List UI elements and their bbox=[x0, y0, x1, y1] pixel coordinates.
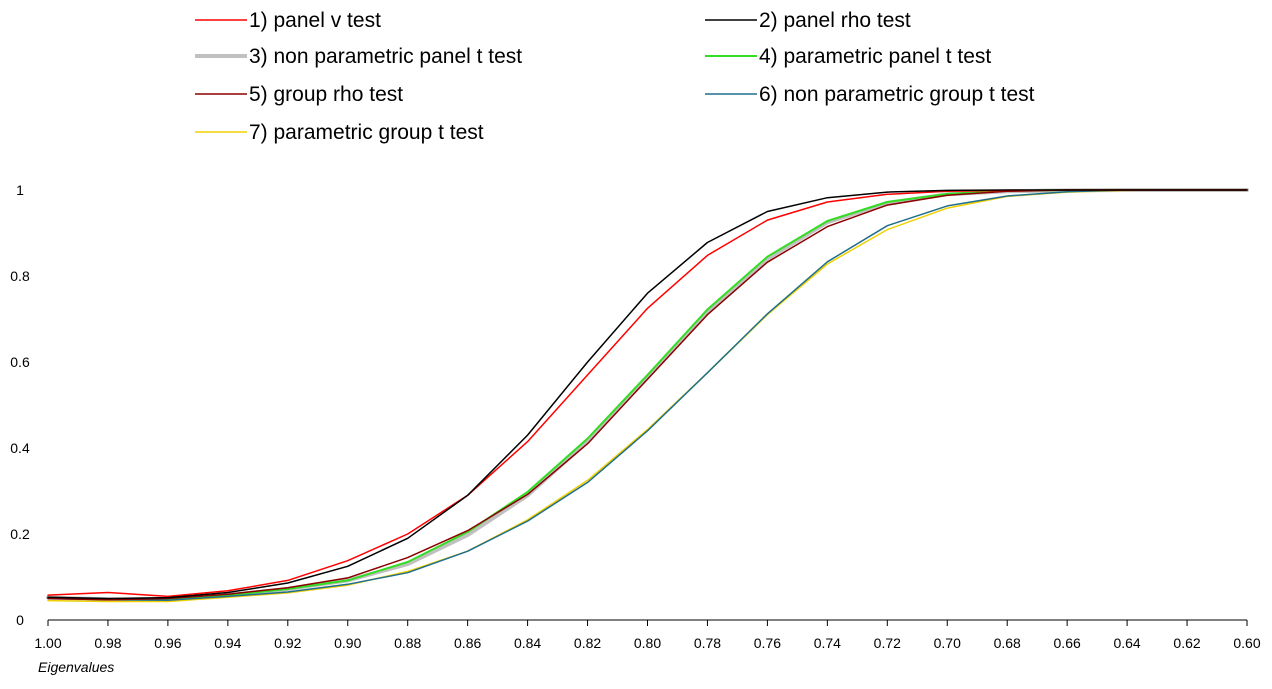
series-line-4 bbox=[47, 189, 1248, 601]
legend-label: 3) non parametric panel t test bbox=[249, 45, 522, 68]
x-tick-label: 0.70 bbox=[934, 635, 961, 651]
legend-label: 4) parametric panel t test bbox=[759, 45, 991, 68]
legend-item-4: 4) parametric panel t test bbox=[705, 45, 991, 68]
legend-label: 2) panel rho test bbox=[759, 9, 911, 32]
x-tick-label: 0.98 bbox=[94, 635, 121, 651]
y-tick-label: 0.8 bbox=[10, 268, 30, 284]
legend-item-2: 2) panel rho test bbox=[705, 9, 911, 32]
x-tick-label: 0.68 bbox=[994, 635, 1021, 651]
legend-label: 6) non parametric group t test bbox=[759, 83, 1035, 106]
x-axis-ticks: 1.00 0.98 0.96 0.94 0.92 0.90 0.88 0.86 0.84 0.82… bbox=[34, 620, 1261, 651]
y-axis-ticks: 0 0.2 0.4 0.6 0.8 1 bbox=[10, 182, 30, 628]
x-tick-label: 0.60 bbox=[1233, 635, 1260, 651]
legend-label: 7) parametric group t test bbox=[249, 121, 484, 144]
x-tick-label: 1.00 bbox=[34, 635, 61, 651]
series-line-5 bbox=[47, 189, 1248, 601]
series-line-1 bbox=[47, 189, 1248, 598]
x-tick-label: 0.86 bbox=[454, 635, 481, 651]
x-tick-label: 0.88 bbox=[394, 635, 421, 651]
x-tick-label: 0.72 bbox=[874, 635, 901, 651]
series-lines bbox=[46, 188, 1249, 603]
legend-item-5: 5) group rho test bbox=[195, 83, 403, 106]
y-tick-label: 0 bbox=[16, 612, 24, 628]
x-tick-label: 0.84 bbox=[514, 635, 541, 651]
legend: 1) panel v test 2) panel rho test 3) non p… bbox=[195, 9, 1035, 144]
x-tick-label: 0.78 bbox=[694, 635, 721, 651]
x-tick-label: 0.92 bbox=[274, 635, 301, 651]
x-tick-label: 0.66 bbox=[1054, 635, 1081, 651]
legend-label: 1) panel v test bbox=[249, 9, 381, 32]
x-tick-label: 0.94 bbox=[214, 635, 241, 651]
series-line-2 bbox=[47, 189, 1248, 600]
legend-item-7: 7) parametric group t test bbox=[195, 121, 484, 144]
y-tick-label: 0.6 bbox=[10, 354, 30, 370]
x-tick-label: 0.64 bbox=[1113, 635, 1140, 651]
x-tick-label: 0.80 bbox=[634, 635, 661, 651]
y-tick-label: 0.4 bbox=[10, 440, 30, 456]
legend-label: 5) group rho test bbox=[249, 83, 403, 106]
x-tick-label: 0.62 bbox=[1173, 635, 1200, 651]
series-line-3 bbox=[46, 188, 1249, 602]
legend-item-3: 3) non parametric panel t test bbox=[195, 45, 522, 68]
x-tick-label: 0.82 bbox=[574, 635, 601, 651]
legend-item-6: 6) non parametric group t test bbox=[705, 83, 1035, 106]
legend-item-1: 1) panel v test bbox=[195, 9, 381, 32]
x-tick-label: 0.74 bbox=[814, 635, 841, 651]
x-tick-label: 0.96 bbox=[154, 635, 181, 651]
x-axis-label: Eigenvalues bbox=[38, 659, 114, 675]
x-tick-label: 0.90 bbox=[334, 635, 361, 651]
series-line-7 bbox=[47, 189, 1248, 603]
series-line-6 bbox=[47, 189, 1248, 601]
y-tick-label: 0.2 bbox=[10, 526, 30, 542]
x-tick-label: 0.76 bbox=[754, 635, 781, 651]
y-tick-label: 1 bbox=[16, 182, 24, 198]
